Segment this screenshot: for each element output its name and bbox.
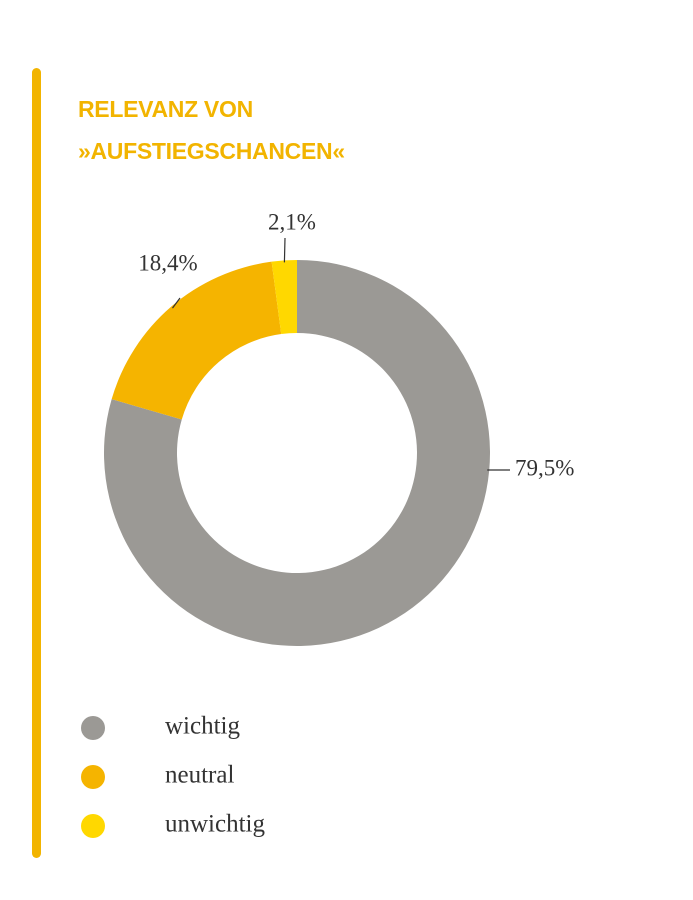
donut-slice xyxy=(271,260,297,335)
legend-marker xyxy=(81,716,105,740)
accent-bar xyxy=(32,68,41,858)
legend-label: neutral xyxy=(165,762,234,789)
data-label: 79,5% xyxy=(515,455,574,480)
legend-label: unwichtig xyxy=(165,811,265,838)
data-label: 18,4% xyxy=(138,250,197,275)
legend-marker xyxy=(81,765,105,789)
legend-marker xyxy=(81,814,105,838)
donut-slice xyxy=(111,261,282,420)
donut-slice xyxy=(103,260,490,646)
leader-line xyxy=(283,237,286,263)
legend-label: wichtig xyxy=(165,713,240,740)
leader-line xyxy=(172,297,181,309)
data-label: 2,1% xyxy=(268,209,316,234)
chart-title: RELEVANZ VON »AUFSTIEGSCHANCEN« xyxy=(78,96,345,164)
